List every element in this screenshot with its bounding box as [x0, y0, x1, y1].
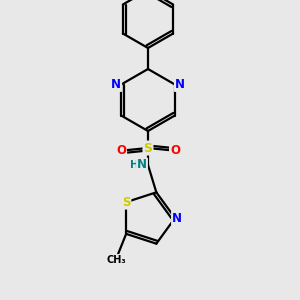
Text: S: S [143, 142, 152, 154]
Text: O: O [116, 143, 126, 157]
Text: H: H [130, 160, 138, 170]
Text: CH₃: CH₃ [106, 255, 126, 265]
Text: N: N [137, 158, 147, 172]
Text: O: O [170, 143, 180, 157]
Text: N: N [111, 78, 121, 91]
Text: N: N [175, 78, 185, 91]
Text: N: N [172, 212, 182, 224]
Text: S: S [122, 196, 130, 208]
